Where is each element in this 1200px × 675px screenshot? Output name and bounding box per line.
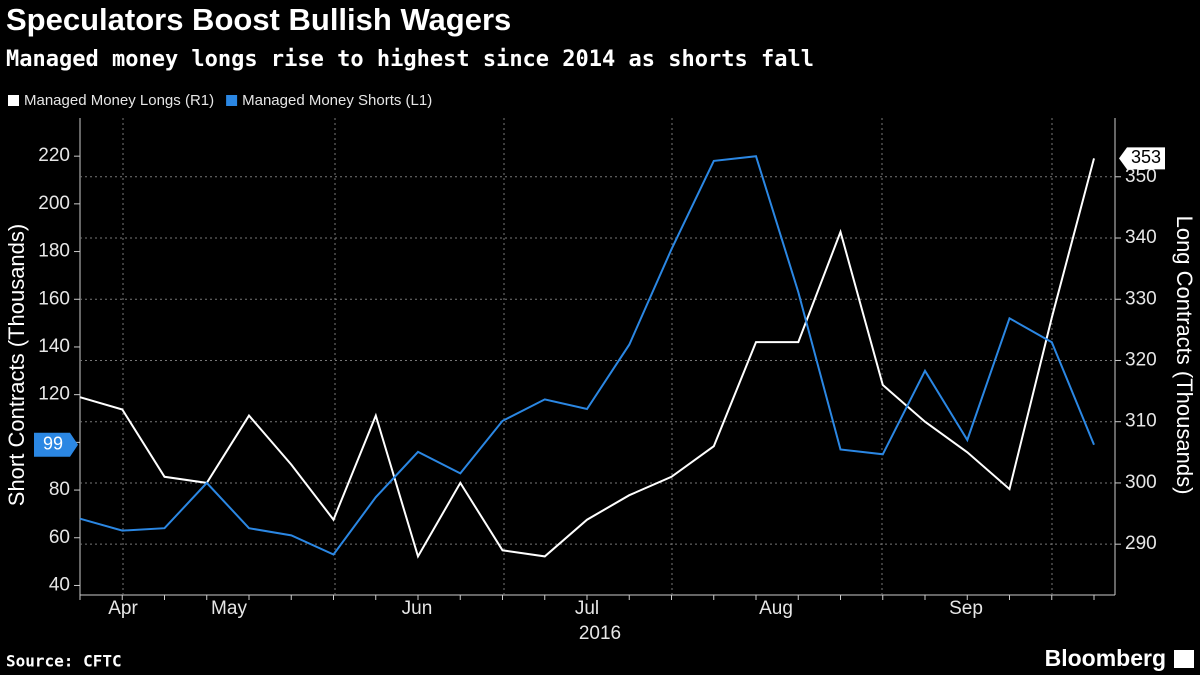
y-tick-label: 220 xyxy=(38,145,70,166)
chart-subtitle: Managed money longs rise to highest sinc… xyxy=(6,47,814,72)
y-tick-label: 60 xyxy=(49,527,70,548)
x-tick-label: Sep xyxy=(949,598,983,619)
series-line xyxy=(79,155,1095,556)
value-tag xyxy=(1119,147,1165,170)
brand-icon xyxy=(1174,650,1194,668)
x-tick-label: Aug xyxy=(759,598,793,619)
y-tick-label: 140 xyxy=(38,336,70,357)
y-tick-label: 180 xyxy=(38,241,70,262)
y-tick-label: 80 xyxy=(49,479,70,500)
value-label: 99 xyxy=(43,433,63,453)
y-tick-label: 160 xyxy=(38,288,70,309)
y2-tick-label: 320 xyxy=(1125,349,1157,370)
value-label: 353 xyxy=(1131,147,1161,167)
y2-tick-label: 340 xyxy=(1125,227,1157,248)
y2-tick-label: 350 xyxy=(1125,166,1157,187)
y2-tick-label: 310 xyxy=(1125,411,1157,432)
legend-swatch xyxy=(8,95,19,106)
brand: Bloomberg xyxy=(1045,645,1166,671)
y-tick-label: 40 xyxy=(49,574,70,595)
x-tick-label: Apr xyxy=(108,598,138,619)
value-tag xyxy=(34,432,78,457)
legend-label: Managed Money Shorts (L1) xyxy=(242,92,432,109)
chart-title: Speculators Boost Bullish Wagers xyxy=(6,2,511,37)
y2-tick-label: 330 xyxy=(1125,288,1157,309)
legend-swatch xyxy=(226,95,238,106)
y2-tick-label: 290 xyxy=(1125,533,1157,554)
y-tick-label: 120 xyxy=(38,384,70,405)
x-tick-label: May xyxy=(211,598,247,619)
source: Source: CFTC xyxy=(6,652,122,671)
series-line xyxy=(79,158,1095,559)
x-tick-label: Jun xyxy=(402,598,433,619)
y-tick-label: 200 xyxy=(38,193,70,214)
legend-label: Managed Money Longs (R1) xyxy=(24,92,214,109)
x-tick-label: Jul xyxy=(575,598,599,619)
y2-tick-label: 300 xyxy=(1125,472,1157,493)
y-axis-title: Short Contracts (Thousands) xyxy=(4,224,29,506)
y2-axis-title: Long Contracts (Thousands) xyxy=(1172,216,1197,495)
x-year-label: 2016 xyxy=(579,623,621,644)
